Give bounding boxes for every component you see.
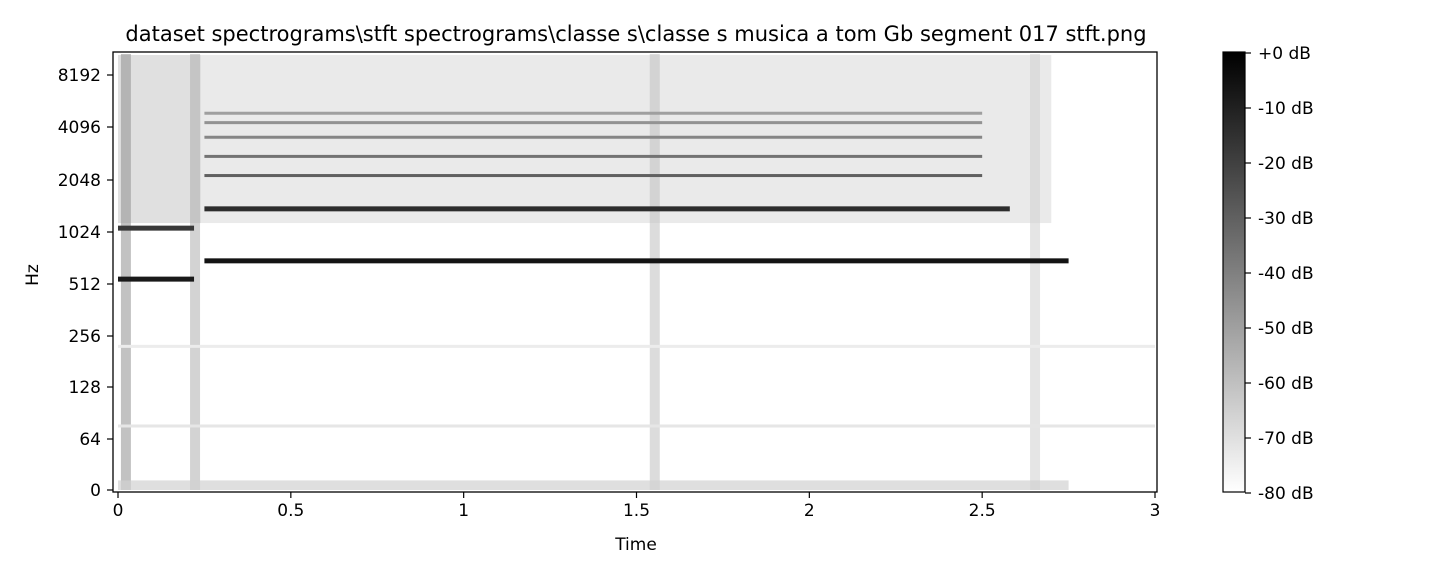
colorbar-tick-label: -30 dB bbox=[1258, 209, 1314, 229]
y-tick-label: 256 bbox=[69, 327, 101, 347]
onset-transient bbox=[1030, 54, 1041, 490]
noise-region bbox=[118, 55, 201, 224]
harmonic-band bbox=[204, 154, 983, 158]
onset-transient bbox=[190, 54, 201, 490]
colorbar-tick-label: -50 dB bbox=[1258, 319, 1314, 339]
x-tick-label: 2 bbox=[804, 501, 815, 521]
harmonic-band bbox=[118, 225, 195, 231]
colorbar-tick-label: -70 dB bbox=[1258, 429, 1314, 449]
colorbar-tick-label: -80 dB bbox=[1258, 484, 1314, 504]
x-tick-label: 3 bbox=[1150, 501, 1161, 521]
x-tick-label: 1.5 bbox=[623, 501, 650, 521]
harmonic-band bbox=[204, 258, 1069, 264]
x-tick-label: 2.5 bbox=[969, 501, 996, 521]
colorbar-tick-label: -60 dB bbox=[1258, 374, 1314, 394]
colorbar: +0 dB -10 dB -20 dB -30 dB -40 dB -50 dB -60 d… bbox=[1222, 44, 1314, 504]
colorbar-tick-label: -20 dB bbox=[1258, 154, 1314, 174]
harmonic-band bbox=[204, 111, 983, 115]
colorbar-tick-label: -10 dB bbox=[1258, 99, 1314, 119]
colorbar-ticks: +0 dB -10 dB -20 dB -30 dB -40 dB -50 dB -60 d… bbox=[1245, 44, 1314, 504]
colorbar-tick-label: +0 dB bbox=[1258, 44, 1311, 64]
harmonic-band bbox=[118, 344, 1155, 348]
y-tick-label: 0 bbox=[90, 481, 101, 501]
harmonic-band bbox=[118, 424, 1155, 428]
harmonic-band bbox=[204, 121, 983, 125]
x-tick-label: 0 bbox=[113, 501, 124, 521]
noise-region bbox=[200, 55, 1052, 224]
colorbar-gradient bbox=[1222, 51, 1246, 493]
y-tick-label: 512 bbox=[69, 275, 101, 295]
colorbar-tick-label: -40 dB bbox=[1258, 264, 1314, 284]
harmonic-band bbox=[204, 135, 983, 139]
y-tick-label: 128 bbox=[69, 378, 101, 398]
harmonic-band bbox=[118, 276, 195, 282]
y-axis: 0 64 128 256 512 1024 2048 4096 8192 bbox=[58, 66, 113, 501]
x-tick-label: 1 bbox=[458, 501, 469, 521]
y-tick-label: 8192 bbox=[58, 66, 101, 86]
y-tick-label: 2048 bbox=[58, 171, 101, 191]
plot-frame bbox=[112, 51, 1158, 493]
spectrogram-image bbox=[118, 54, 1155, 490]
x-axis: 0 0.5 1 1.5 2 2.5 3 bbox=[113, 492, 1161, 521]
y-tick-label: 64 bbox=[79, 430, 101, 450]
harmonic-band bbox=[204, 174, 983, 178]
y-axis-label: Hz bbox=[23, 264, 43, 286]
x-tick-label: 0.5 bbox=[277, 501, 304, 521]
chart-title: dataset spectrograms\stft spectrograms\c… bbox=[125, 22, 1146, 46]
plot-area bbox=[112, 51, 1158, 493]
onset-transient bbox=[120, 54, 131, 490]
x-axis-label: Time bbox=[614, 535, 657, 555]
y-tick-label: 1024 bbox=[58, 223, 101, 243]
onset-transient bbox=[649, 54, 660, 490]
low-frequency-band bbox=[118, 480, 1069, 490]
y-tick-label: 4096 bbox=[58, 118, 101, 138]
harmonic-band bbox=[204, 206, 1010, 212]
